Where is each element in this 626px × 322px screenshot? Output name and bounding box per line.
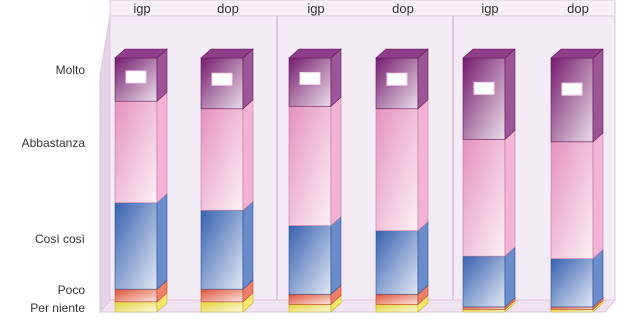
bar-side-molto (504, 48, 516, 140)
bar-segment-poco (375, 293, 419, 305)
y-tick-label: Abbastanza (22, 136, 86, 150)
value-marker (299, 71, 321, 85)
bar-side-molto (417, 48, 429, 110)
bar-stack (375, 48, 429, 313)
bar-side-molto (592, 48, 604, 143)
bar-segment-abbastanza (462, 138, 506, 257)
floor (98, 299, 617, 313)
bar-segment-cosi-cosi (288, 225, 332, 295)
bar-side-abbastanza (156, 91, 168, 204)
bar-segment-cosi-cosi (375, 230, 419, 295)
y-tick-label: Per niente (30, 301, 85, 315)
bar-segment-molto (462, 57, 506, 140)
bar-side-molto (242, 48, 254, 110)
bar-side-abbastanza (330, 96, 342, 227)
y-tick-label: Poco (58, 283, 86, 297)
value-marker (561, 82, 583, 96)
side-wall (99, 15, 111, 314)
chart-frame (98, 0, 617, 314)
bar-segment-per-niente (462, 309, 506, 313)
bar-top (200, 48, 254, 59)
category-label: igp (133, 1, 150, 16)
bar-segment-abbastanza (288, 105, 332, 226)
bar-side-cosi-cosi (242, 200, 254, 290)
bar-segment-abbastanza (200, 108, 244, 211)
bar-top (550, 48, 604, 59)
bar-top (375, 48, 429, 59)
category-label: igp (307, 1, 324, 16)
bar-stack (550, 48, 604, 313)
bar-segment-per-niente (288, 304, 332, 313)
bar-segment-per-niente (550, 309, 594, 313)
bar-side-cosi-cosi (592, 248, 604, 308)
bar-side-molto (330, 48, 342, 107)
bar-segment-abbastanza (114, 100, 158, 204)
bar-stack (114, 48, 168, 313)
y-tick-labels: Molto Abbastanza Così così Poco Per niente (22, 63, 86, 315)
bar-segment-cosi-cosi (462, 255, 506, 308)
header-strip (109, 0, 616, 17)
value-marker (211, 72, 233, 86)
bar-segment-molto (550, 57, 594, 143)
bar-segment-poco (462, 306, 506, 310)
bar-stack (200, 48, 254, 313)
bar-side-cosi-cosi (417, 221, 429, 295)
value-marker (125, 70, 147, 84)
category-labels: igp dop igp dop igp dop (133, 1, 589, 16)
bar-side-abbastanza (242, 99, 254, 212)
bar-side-cosi-cosi (330, 215, 342, 295)
value-marker (386, 72, 408, 86)
bar-segment-poco (200, 288, 244, 303)
bar-top (288, 48, 342, 59)
category-label: dop (217, 1, 239, 16)
category-label: dop (567, 1, 589, 16)
bar-segment-poco (288, 293, 332, 305)
back-wall (109, 15, 616, 301)
bar-side-abbastanza (417, 99, 429, 232)
bar-segment-per-niente (375, 304, 419, 313)
bar-stack (462, 48, 516, 313)
bar-top (114, 48, 168, 59)
y-tick-label: Così così (35, 232, 85, 246)
bar-segment-cosi-cosi (200, 210, 244, 290)
bar-stacks (114, 48, 604, 313)
bar-side-cosi-cosi (156, 193, 168, 290)
bar-segment-cosi-cosi (550, 258, 594, 308)
bar-top (462, 48, 516, 59)
bar-segment-abbastanza (375, 108, 419, 232)
bar-segment-per-niente (200, 301, 244, 313)
bar-segment-cosi-cosi (114, 202, 158, 290)
bar-segment-abbastanza (550, 141, 594, 259)
bar-segment-poco (114, 288, 158, 303)
bar-side-abbastanza (592, 132, 604, 260)
bar-segment-per-niente (114, 301, 158, 313)
y-tick-label: Molto (56, 63, 86, 77)
bar-stack (288, 48, 342, 313)
category-label: dop (392, 1, 414, 16)
bar-side-abbastanza (504, 129, 516, 257)
category-label: igp (481, 1, 498, 16)
value-marker (473, 81, 495, 95)
bar-segment-poco (550, 306, 594, 310)
bar-side-cosi-cosi (504, 246, 516, 308)
